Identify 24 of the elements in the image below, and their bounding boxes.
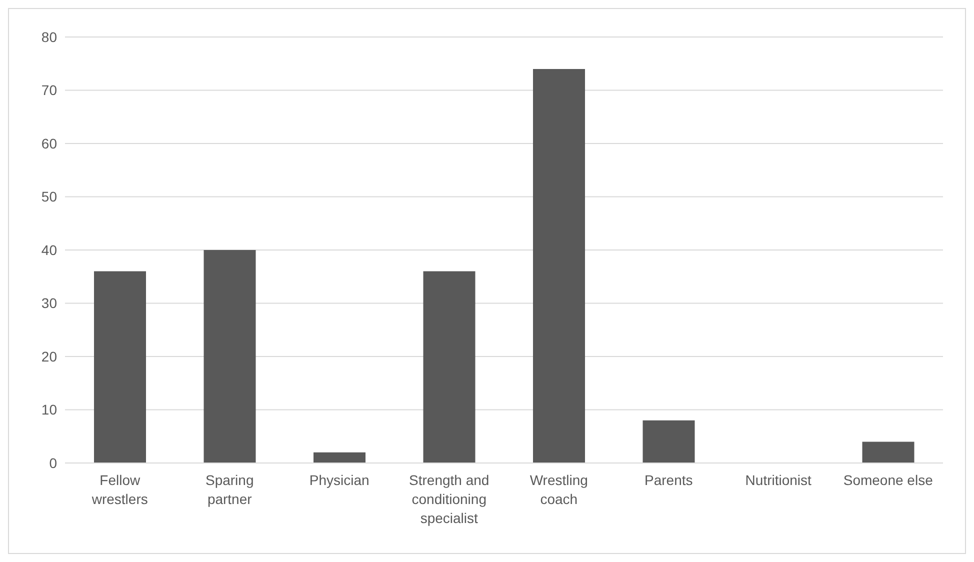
x-tick-label: Someone else <box>843 472 934 488</box>
x-tick-label: Strength and conditioning specialist <box>409 472 490 526</box>
bar <box>533 68 585 463</box>
x-tick-label: Sparing partner <box>205 472 254 507</box>
y-tick-label: 30 <box>41 295 58 312</box>
x-tick-label: Physician <box>309 472 370 488</box>
x-tick-label: Fellow wrestlers <box>90 472 148 507</box>
y-tick-label: 20 <box>41 348 58 364</box>
bar <box>314 452 366 463</box>
x-tick-label: Nutritionist <box>745 472 812 488</box>
x-tick-label: Wrestling coach <box>530 472 588 507</box>
y-tick-label: 40 <box>41 242 58 258</box>
bar <box>94 271 146 463</box>
y-tick-label: 10 <box>41 402 58 418</box>
bar <box>642 420 695 463</box>
bar <box>204 250 256 463</box>
y-tick-label: 0 <box>49 454 58 471</box>
y-tick-label: 80 <box>41 28 58 45</box>
bar <box>862 442 914 463</box>
y-tick-label: 50 <box>41 188 58 205</box>
x-tick-label: Parents <box>644 472 693 488</box>
bar <box>423 271 476 463</box>
y-tick-label: 60 <box>41 135 58 152</box>
y-tick-label: 70 <box>41 82 58 98</box>
